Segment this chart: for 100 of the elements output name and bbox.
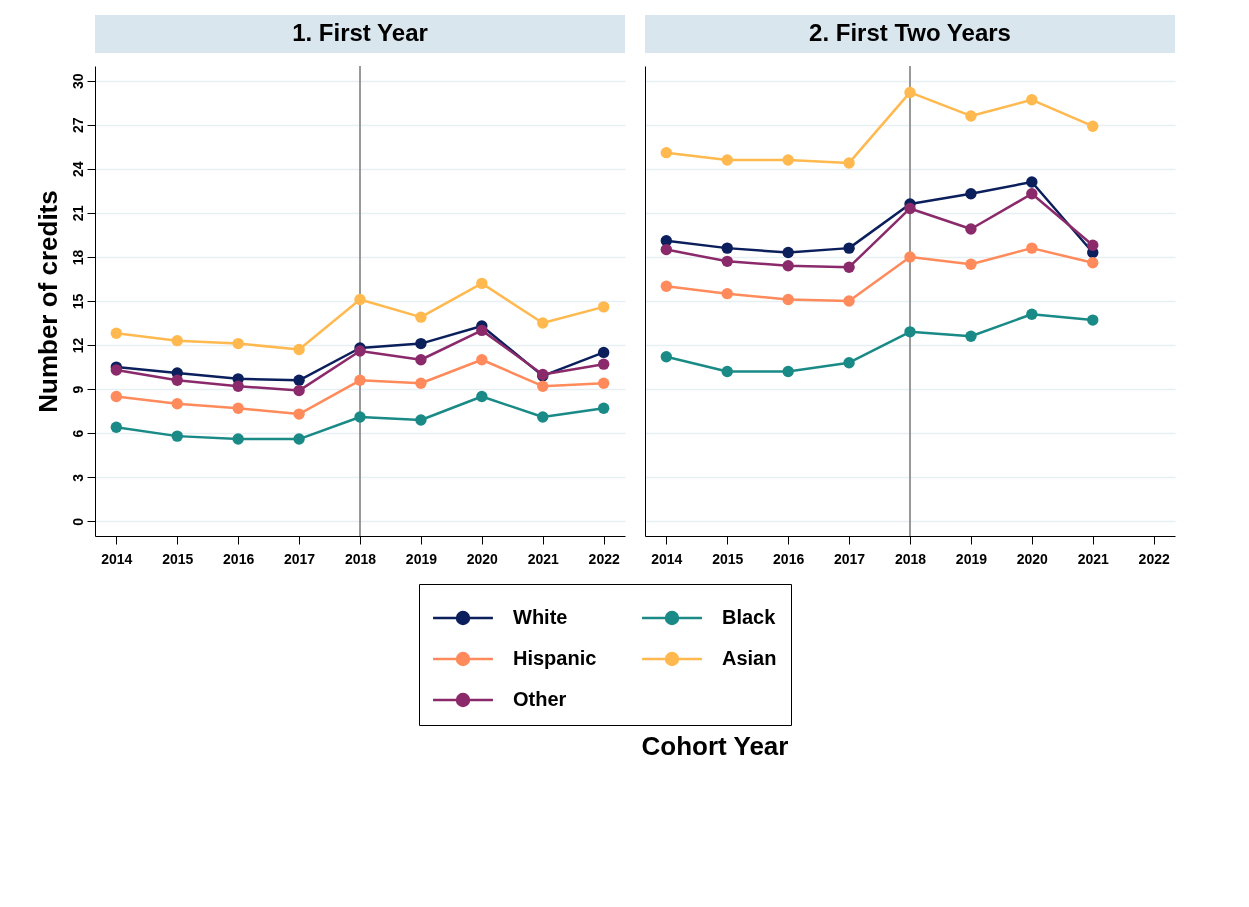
y-tick-label: 9 [69, 385, 86, 394]
x-tick-label: 2017 [284, 550, 316, 567]
point [171, 398, 183, 410]
point [782, 246, 794, 259]
point [904, 86, 916, 99]
point [171, 374, 183, 386]
point [293, 384, 305, 397]
point [354, 374, 366, 386]
point [660, 351, 673, 363]
legend-label: Black [722, 606, 777, 629]
point [965, 258, 977, 270]
point [597, 402, 610, 414]
point [110, 421, 123, 433]
chart-title: 2. First Two Years [809, 19, 1011, 46]
point [660, 243, 673, 256]
y-tick-label: 3 [69, 473, 86, 482]
point [1026, 94, 1038, 106]
point [1087, 120, 1099, 132]
point [782, 260, 794, 272]
point [782, 293, 794, 306]
point [293, 433, 305, 445]
point [415, 337, 427, 350]
x-tick-label: 2019 [405, 550, 438, 567]
point [293, 343, 305, 356]
x-tick-label: 2015 [162, 550, 194, 567]
point [415, 354, 427, 366]
y-tick-label: 15 [69, 293, 86, 310]
legend-label: Other [513, 688, 567, 710]
point [476, 354, 488, 366]
point [721, 255, 733, 268]
point [354, 411, 366, 423]
point [1087, 239, 1099, 251]
point [904, 251, 916, 263]
point [232, 337, 244, 350]
y-tick-label: 12 [69, 337, 86, 354]
chart-title: 1. First Year [292, 19, 428, 46]
point [1087, 257, 1099, 269]
x-tick-label: 2022 [588, 550, 620, 567]
point [1087, 314, 1099, 326]
point [965, 188, 977, 200]
x-tick-label: 2018 [894, 550, 927, 567]
x-tick-label: 2016 [773, 550, 805, 567]
legend-label: Hispanic [513, 647, 597, 669]
point [476, 277, 488, 290]
point [597, 377, 610, 389]
point [232, 433, 244, 445]
point [965, 330, 977, 342]
y-tick-label: 30 [69, 73, 86, 89]
y-tick-label: 18 [69, 249, 86, 266]
point [843, 357, 855, 369]
point [1026, 242, 1038, 254]
y-tick-label: 6 [69, 429, 86, 438]
point [476, 324, 488, 337]
point [537, 380, 549, 392]
point [171, 334, 183, 347]
x-tick-label: 2020 [466, 550, 499, 567]
x-tick-label: 2014 [101, 550, 133, 567]
point [965, 223, 977, 235]
point [965, 110, 977, 122]
point [782, 154, 794, 166]
y-tick-label: 27 [69, 117, 86, 134]
point [232, 380, 244, 392]
y-axis-title: Number of credits [32, 190, 63, 413]
point [537, 411, 549, 423]
point [354, 293, 366, 306]
point [721, 242, 733, 254]
point [597, 358, 610, 370]
point [476, 390, 488, 403]
point [843, 242, 855, 254]
point [660, 280, 673, 292]
x-tick-label: 2018 [344, 550, 377, 567]
point [293, 408, 305, 420]
point [721, 287, 733, 300]
point [721, 154, 733, 166]
point [1026, 188, 1038, 200]
x-axis-title: Cohort Year [641, 731, 789, 761]
x-tick-label: 2022 [1138, 550, 1170, 567]
x-tick-label: 2015 [712, 550, 744, 567]
x-tick-label: 2014 [651, 550, 683, 567]
point [110, 390, 123, 403]
point [110, 327, 123, 339]
point [415, 414, 427, 426]
point [843, 261, 855, 273]
point [171, 430, 183, 442]
x-tick-label: 2017 [834, 550, 866, 567]
point [782, 365, 794, 378]
x-tick-label: 2016 [223, 550, 255, 567]
point [232, 402, 244, 414]
point [597, 346, 610, 359]
point [1026, 308, 1038, 320]
point [293, 374, 305, 386]
point [597, 301, 610, 313]
point [660, 146, 673, 159]
y-tick-label: 21 [69, 205, 86, 222]
x-tick-label: 2021 [527, 550, 560, 567]
x-tick-label: 2019 [955, 550, 988, 567]
point [843, 295, 855, 307]
y-tick-label: 24 [69, 161, 86, 178]
point [537, 317, 549, 329]
x-tick-label: 2020 [1016, 550, 1049, 567]
